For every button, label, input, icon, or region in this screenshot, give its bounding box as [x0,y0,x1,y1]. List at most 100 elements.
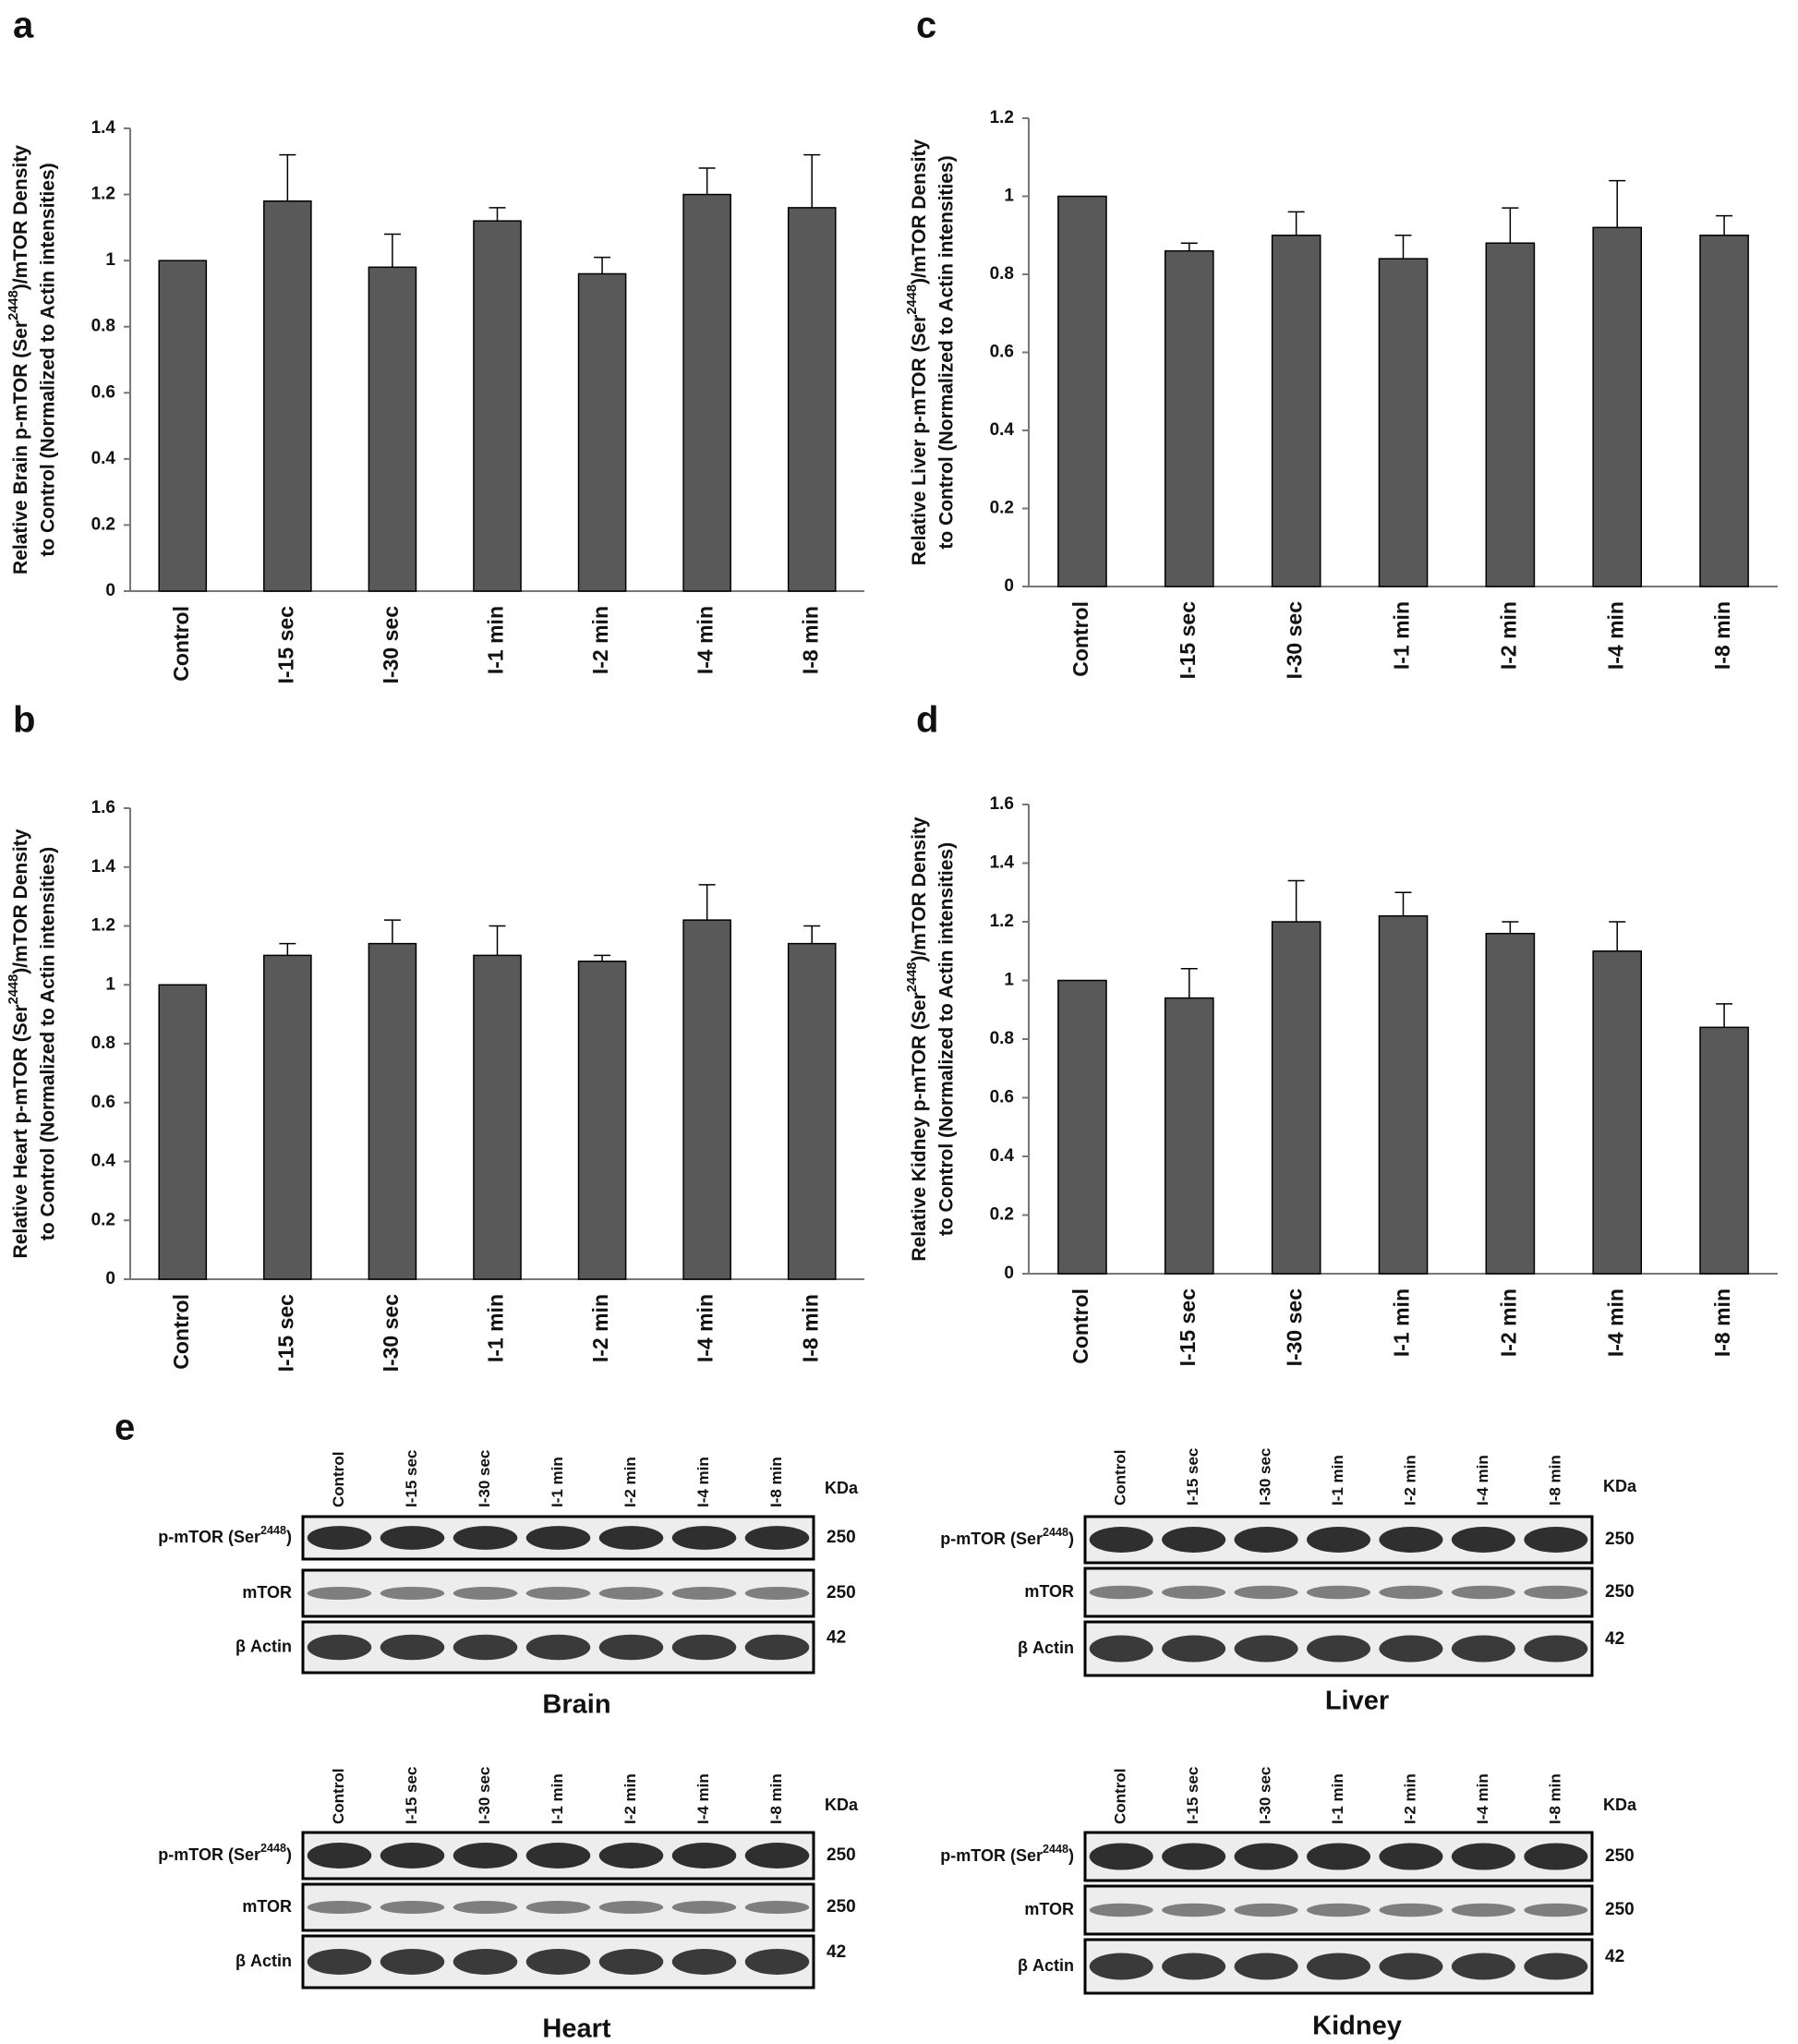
y-tick-label: 0 [1004,576,1014,596]
y-axis-title-sup: 2448 [905,284,920,315]
blot-band [1089,1635,1153,1663]
x-tick-label: I-1 min [1390,1288,1414,1357]
x-tick-label: I-2 min [1496,1288,1520,1357]
y-axis-title-part: )/mTOR Density [10,145,31,290]
blot-band [1162,1585,1226,1600]
blot-band [1306,1953,1371,1980]
lane-label: I-1 min [549,1457,566,1507]
kda-value: 42 [827,1942,846,1962]
y-axis-title: Relative Brain p-mTOR (Ser2448)/mTOR Den… [6,145,31,574]
y-axis-title: to Control (Normalized to Actin intensit… [936,155,958,549]
row-label-part: β Actin [1018,1639,1074,1657]
bar [1378,914,1429,1275]
row-label: β Actin [235,1952,292,1970]
blot-band [1451,1843,1515,1870]
row-label-part: p-mTOR (Ser [158,1528,260,1546]
blot-band [1524,1527,1588,1553]
y-tick-label: 1.6 [91,798,115,817]
blot-band [1379,1903,1443,1917]
row-label: mTOR [242,1583,292,1602]
blot-band [380,1634,445,1661]
x-tick-label: I-8 min [798,606,822,674]
blot-band [598,1587,664,1600]
y-tick-label: 0 [105,1269,115,1288]
bar [263,200,312,592]
kda-value: 250 [1605,1530,1635,1549]
lane-label: I-8 min [767,1457,785,1507]
kda-value: 250 [1605,1846,1635,1866]
blot-band [744,1949,810,1975]
x-tick-label: I-2 min [588,1294,612,1362]
blot-band [525,1843,591,1869]
x-tick-label: I-1 min [1390,601,1414,670]
kda-value: 250 [827,1897,856,1917]
blot-band [453,1634,518,1661]
blot-band [744,1843,810,1869]
y-axis-title-part: )/mTOR Density [909,816,930,962]
lane-label: I-15 sec [403,1450,420,1507]
lane-label: I-30 sec [1257,1448,1274,1506]
bar [158,984,208,1280]
x-tick-label: I-15 sec [273,1294,297,1373]
blot-band [1234,1527,1298,1553]
row-label-part: ) [1068,1846,1074,1865]
blot-band [671,1901,737,1914]
blot-band [744,1901,810,1914]
blot-band [1306,1527,1371,1553]
blot-band [671,1949,737,1975]
blot-band [598,1949,664,1975]
panel-label: d [916,700,938,741]
y-tick-label: 1.6 [990,794,1014,814]
panel-label: a [13,6,34,46]
x-tick-label: I-30 sec [1283,1288,1307,1367]
kda-header: KDa [825,1796,859,1814]
blot-band [671,1634,737,1661]
row-label: mTOR [1024,1900,1074,1918]
blot-band [1306,1635,1371,1663]
blot-band [525,1526,591,1550]
blot-band [1524,1953,1588,1980]
bar [577,272,627,592]
x-tick-label: I-15 sec [1176,1288,1200,1367]
bar [1271,921,1321,1275]
x-tick-label: I-8 min [1710,601,1734,670]
y-tick-label: 1 [105,974,115,994]
blot-band [1089,1527,1153,1553]
y-tick-label: 0 [1004,1264,1014,1283]
lane-label: I-1 min [1329,1773,1346,1824]
blot-band [1089,1953,1153,1980]
blot-band [1451,1953,1515,1980]
blot-band [307,1587,372,1600]
x-tick-label: I-30 sec [1283,601,1307,680]
y-tick-label: 0 [105,581,115,600]
y-tick-label: 1.2 [91,185,115,204]
lane-label: Control [1112,1769,1129,1824]
y-tick-label: 0.2 [91,514,115,534]
x-tick-label: I-1 min [484,606,508,674]
kda-value: 42 [1605,1947,1624,1966]
y-tick-label: 0.8 [990,1029,1014,1048]
blot-band [1234,1635,1298,1663]
bar [1485,242,1536,587]
kda-header: KDa [1603,1477,1637,1495]
y-tick-label: 1.2 [990,912,1014,931]
bar [682,193,731,592]
blot-band [525,1949,591,1975]
blot-band [1306,1585,1371,1600]
bar [682,919,731,1280]
y-axis-title: to Control (Normalized to Actin intensit… [936,842,958,1236]
row-label-sup: 2448 [260,1842,286,1855]
lane-label: I-2 min [621,1457,639,1507]
blot-band [1524,1585,1588,1600]
y-tick-label: 1.4 [91,118,116,138]
blot-band [1162,1903,1226,1917]
row-label: p-mTOR (Ser2448) [158,1524,292,1545]
kda-value: 250 [1605,1900,1635,1919]
blot-band [744,1587,810,1600]
blot-band [307,1634,372,1661]
kda-header: KDa [1603,1796,1637,1814]
x-tick-label: Control [169,606,193,682]
blot-band [1379,1843,1443,1870]
x-tick-label: I-4 min [694,606,718,674]
